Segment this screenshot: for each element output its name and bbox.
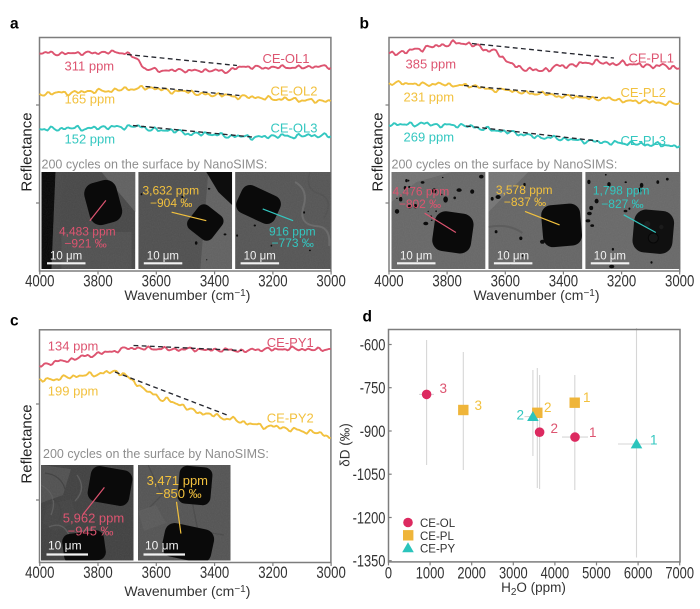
svg-text:CE-PY2: CE-PY2 [267,411,314,426]
svg-text:10 μm: 10 μm [497,251,529,263]
svg-text:311 ppm: 311 ppm [65,59,115,74]
svg-text:199 ppm: 199 ppm [48,384,99,399]
svg-text:-600: -600 [360,337,386,355]
svg-text:1: 1 [589,425,597,440]
svg-text:4,483 ppm: 4,483 ppm [59,225,116,239]
svg-text:3000: 3000 [499,565,528,583]
svg-text:b: b [360,15,369,32]
svg-text:CE-PL2: CE-PL2 [621,85,667,100]
svg-text:Wavenumber (cm−1): Wavenumber (cm−1) [124,583,250,599]
svg-text:3400: 3400 [200,564,229,583]
svg-text:152 ppm: 152 ppm [65,132,116,147]
svg-text:Reflectance: Reflectance [19,404,36,483]
svg-text:3000: 3000 [316,272,345,291]
svg-text:4000: 4000 [25,272,54,291]
svg-text:a: a [10,16,19,33]
svg-text:3,632 ppm: 3,632 ppm [142,184,199,198]
svg-text:10 μm: 10 μm [50,251,82,263]
svg-text:CE-OL3: CE-OL3 [271,121,318,136]
svg-text:2: 2 [544,400,552,415]
svg-text:385 ppm: 385 ppm [406,57,457,72]
svg-text:Reflectance: Reflectance [370,112,387,191]
svg-text:3200: 3200 [258,564,287,583]
svg-text:−827 ‰: −827 ‰ [601,197,643,211]
svg-text:200 cycles on the surface by N: 200 cycles on the surface by NanoSIMS: [392,158,618,172]
svg-text:3800: 3800 [83,272,112,291]
svg-text:3200: 3200 [258,272,287,291]
svg-text:d: d [363,309,372,326]
svg-text:10 μm: 10 μm [145,539,179,553]
svg-text:1000: 1000 [416,565,445,583]
svg-text:CE-PL1: CE-PL1 [629,51,675,66]
svg-text:3800: 3800 [432,272,461,291]
svg-text:3400: 3400 [200,272,229,291]
svg-text:-750: -750 [360,380,386,398]
svg-text:CE-PY1: CE-PY1 [267,335,314,350]
svg-text:-1350: -1350 [353,553,386,571]
svg-text:7000: 7000 [665,565,694,583]
svg-text:3,578 ppm: 3,578 ppm [496,183,553,197]
svg-text:3200: 3200 [607,272,636,291]
svg-text:3: 3 [475,398,483,413]
svg-text:200 cycles on the surface by N: 200 cycles on the surface by NanoSIMS: [42,158,268,172]
svg-text:CE-PY: CE-PY [420,543,455,555]
svg-text:10 μm: 10 μm [400,251,432,263]
svg-text:3600: 3600 [142,564,171,583]
svg-text:-1050: -1050 [353,467,386,485]
svg-text:10 μm: 10 μm [48,539,82,553]
svg-text:CE-OL1: CE-OL1 [263,51,310,66]
svg-text:CE-PL3: CE-PL3 [621,133,667,148]
svg-text:−904 ‰: −904 ‰ [150,196,192,210]
svg-text:3000: 3000 [665,272,694,291]
svg-text:269 ppm: 269 ppm [404,130,455,145]
svg-text:3600: 3600 [142,272,171,291]
svg-text:200 cycles on the surface by N: 200 cycles on the surface by NanoSIMS: [43,447,269,461]
svg-text:5,962 ppm: 5,962 ppm [63,511,124,526]
svg-text:Reflectance: Reflectance [19,112,36,191]
svg-text:4,476 ppm: 4,476 ppm [393,185,450,199]
svg-text:0: 0 [385,565,392,583]
svg-text:2000: 2000 [457,565,486,583]
svg-text:1,798 ppm: 1,798 ppm [593,184,650,198]
svg-text:3,471 ppm: 3,471 ppm [147,473,208,488]
svg-text:CE-OL: CE-OL [420,518,456,530]
svg-text:−945 ‰: −945 ‰ [68,524,114,539]
svg-text:H2O (ppm): H2O (ppm) [501,580,566,598]
svg-text:δD (‰): δD (‰) [338,423,353,467]
svg-text:3000: 3000 [316,564,345,583]
svg-text:−921 ‰: −921 ‰ [64,237,106,251]
svg-text:−837 ‰: −837 ‰ [504,195,546,209]
svg-text:6000: 6000 [624,565,653,583]
svg-text:1: 1 [583,390,591,405]
svg-text:2: 2 [517,408,525,423]
svg-text:1: 1 [650,433,658,448]
svg-text:Wavenumber (cm−1): Wavenumber (cm−1) [124,287,250,303]
svg-text:3400: 3400 [549,272,578,291]
svg-text:5000: 5000 [582,565,611,583]
svg-text:165 ppm: 165 ppm [65,92,116,107]
svg-text:10 μm: 10 μm [244,251,276,263]
svg-text:4000: 4000 [541,565,570,583]
svg-text:CE-OL2: CE-OL2 [271,84,318,99]
svg-text:CE-PL: CE-PL [420,531,454,543]
svg-text:4000: 4000 [374,272,403,291]
svg-text:4000: 4000 [25,564,54,583]
svg-text:2: 2 [551,421,559,436]
svg-text:3600: 3600 [491,272,520,291]
svg-text:-1200: -1200 [353,510,386,528]
svg-text:−773 ‰: −773 ‰ [272,236,314,250]
svg-text:134 ppm: 134 ppm [48,339,99,354]
svg-text:c: c [10,313,19,330]
svg-text:10 μm: 10 μm [594,251,626,263]
svg-text:916 ppm: 916 ppm [269,225,316,239]
svg-text:Wavenumber (cm−1): Wavenumber (cm−1) [473,287,599,303]
svg-text:-900: -900 [360,424,386,442]
svg-text:−802 ‰: −802 ‰ [399,197,441,211]
svg-text:−850 ‰: −850 ‰ [156,486,202,501]
svg-text:3: 3 [440,381,448,396]
svg-text:231 ppm: 231 ppm [404,90,455,105]
svg-text:3800: 3800 [83,564,112,583]
svg-text:10 μm: 10 μm [147,251,179,263]
